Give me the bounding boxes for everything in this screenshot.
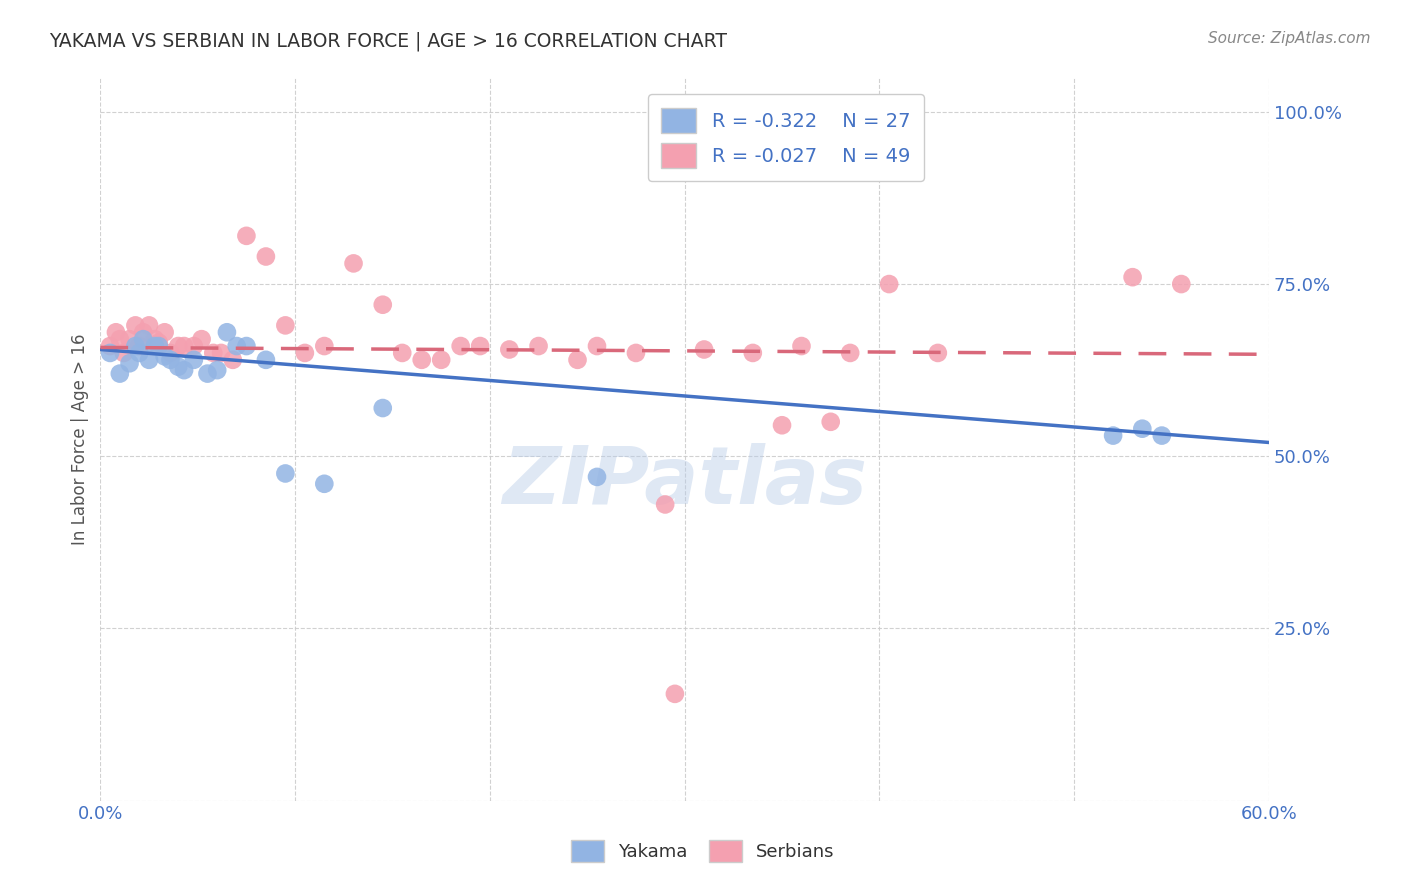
Y-axis label: In Labor Force | Age > 16: In Labor Force | Age > 16 [72,334,89,545]
Point [118,332,141,346]
Point [927,346,949,360]
Point [132,326,155,340]
Point [450,339,472,353]
Point [183,339,205,353]
Point [98,346,121,360]
Point [197,367,219,381]
Point [209,346,232,360]
Point [159,352,181,367]
Point [274,318,297,333]
Point [112,346,135,360]
Point [132,332,155,346]
Text: Source: ZipAtlas.com: Source: ZipAtlas.com [1208,31,1371,46]
Point [138,352,160,367]
Point [128,339,150,353]
Point [342,256,364,270]
Point [254,250,277,264]
Point [314,339,336,353]
Point [527,339,550,353]
Point [148,335,170,350]
Point [215,326,238,340]
Legend: Yakama, Serbians: Yakama, Serbians [564,833,842,870]
Point [498,343,520,357]
Point [411,352,433,367]
Point [586,339,609,353]
Point [586,470,609,484]
Point [770,418,793,433]
Point [108,332,131,346]
Text: ZIPatlas: ZIPatlas [502,443,868,522]
Point [118,356,141,370]
Point [138,318,160,333]
Point [153,326,176,340]
Point [790,339,813,353]
Point [624,346,647,360]
Point [693,343,716,357]
Point [108,367,131,381]
Point [567,352,589,367]
Point [98,339,121,353]
Point [235,228,257,243]
Point [173,339,195,353]
Point [314,476,336,491]
Point [222,352,245,367]
Point [128,346,150,360]
Point [741,346,763,360]
Point [391,346,413,360]
Point [225,339,247,353]
Point [202,346,225,360]
Point [274,467,297,481]
Point [1102,428,1125,442]
Point [820,415,842,429]
Point [1170,277,1192,291]
Point [153,350,176,364]
Point [143,332,166,346]
Point [664,687,686,701]
Point [159,346,181,360]
Point [1122,270,1144,285]
Point [254,352,277,367]
Point [235,339,257,353]
Point [167,339,190,353]
Point [190,332,212,346]
Point [148,339,170,353]
Point [371,298,394,312]
Point [371,401,394,415]
Point [183,352,205,367]
Point [124,318,146,333]
Point [1150,428,1173,442]
Legend: R = -0.322    N = 27, R = -0.027    N = 49: R = -0.322 N = 27, R = -0.027 N = 49 [648,95,924,181]
Point [839,346,862,360]
Point [468,339,491,353]
Point [877,277,900,291]
Point [173,363,195,377]
Text: YAKAMA VS SERBIAN IN LABOR FORCE | AGE > 16 CORRELATION CHART: YAKAMA VS SERBIAN IN LABOR FORCE | AGE >… [49,31,727,51]
Point [1130,422,1153,436]
Point [167,359,190,374]
Point [294,346,316,360]
Point [205,363,228,377]
Point [430,352,453,367]
Point [143,339,166,353]
Point [654,498,676,512]
Point [124,339,146,353]
Point [104,326,127,340]
